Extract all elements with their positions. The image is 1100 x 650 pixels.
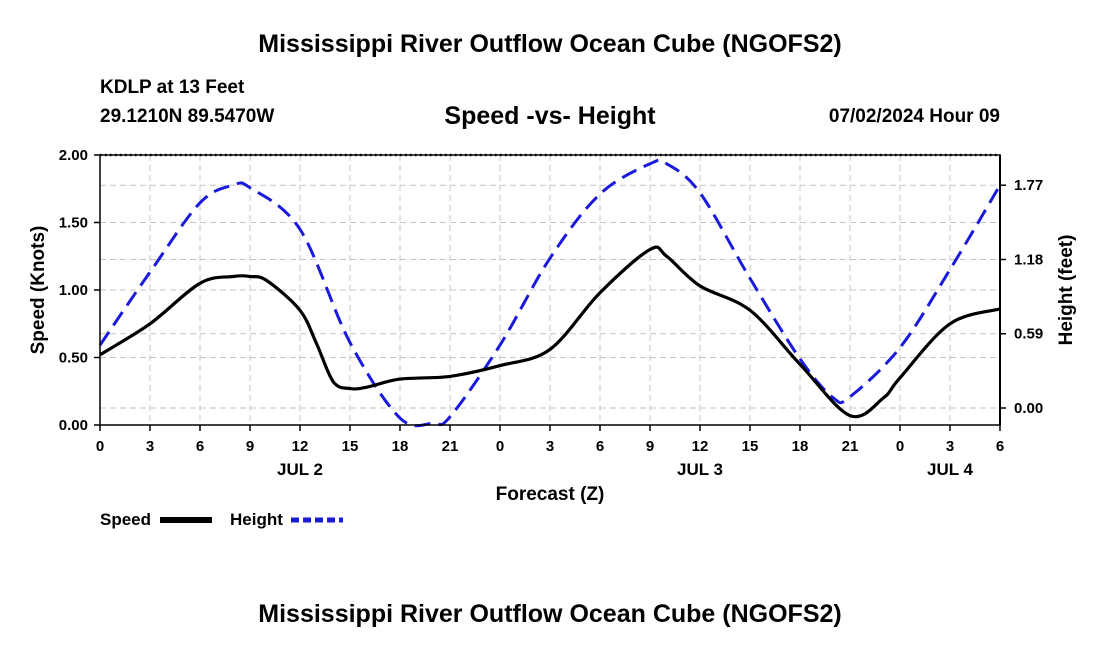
- speed-height-chart: 0 3 6 9 12 15 18 21 0 3 6 9 12 15 18 21 0 3 6 0.00 0.50 1.00 1…: [28, 147, 1077, 529]
- date-label: JUL 4: [927, 460, 974, 479]
- x-axis-label: Forecast (Z): [496, 484, 605, 505]
- x-tick-label: 3: [946, 438, 954, 455]
- y-tick-label: 1.50: [59, 215, 88, 232]
- x-tick-label: 0: [896, 438, 904, 455]
- y2-tick-label: 1.77: [1014, 177, 1043, 194]
- x-tick-label: 21: [842, 438, 859, 455]
- x-tick-label: 6: [996, 438, 1004, 455]
- forecast-datetime: 07/02/2024 Hour 09: [828, 106, 1000, 127]
- x-tick-label: 18: [792, 438, 809, 455]
- grid-lines: [100, 155, 1000, 425]
- x-tick-label: 9: [246, 438, 254, 455]
- y-tick-label: 1.00: [59, 282, 88, 299]
- x-tick-label: 15: [742, 438, 759, 455]
- y-tick-label: 2.00: [59, 147, 88, 164]
- y2-tick-label: 1.18: [1014, 251, 1043, 268]
- y2-axis-label: Height (feet): [1056, 235, 1077, 346]
- station-label: KDLP at 13 Feet: [100, 77, 245, 98]
- y2-tick-label: 0.00: [1014, 400, 1043, 417]
- x-tick-label: 0: [496, 438, 504, 455]
- x-tick-label: 18: [392, 438, 409, 455]
- y-tick-label: 0.00: [59, 417, 88, 434]
- series-layer: [98, 158, 1002, 428]
- footer-title: Mississippi River Outflow Ocean Cube (NG…: [258, 600, 842, 628]
- coordinates-label: 29.1210N 89.5470W: [100, 106, 275, 127]
- x-tick-label: 3: [146, 438, 154, 455]
- y-axis-label: Speed (Knots): [28, 226, 49, 355]
- legend: Speed Height: [100, 510, 343, 529]
- x-tick-label: 6: [596, 438, 604, 455]
- x-tick-label: 9: [646, 438, 654, 455]
- x-tick-label: 6: [196, 438, 204, 455]
- series-line-height: [98, 158, 1002, 428]
- legend-speed-label: Speed: [100, 510, 151, 529]
- x-tick-label: 3: [546, 438, 554, 455]
- x-tick-label: 12: [292, 438, 309, 455]
- legend-height-label: Height: [230, 510, 283, 529]
- chart-subtitle: Speed -vs- Height: [444, 102, 656, 130]
- chart-title: Mississippi River Outflow Ocean Cube (NG…: [258, 30, 842, 58]
- axes: 0 3 6 9 12 15 18 21 0 3 6 9 12 15 18 21 0 3 6 0.00 0.50 1.00 1…: [59, 147, 1043, 479]
- y2-tick-label: 0.59: [1014, 326, 1043, 343]
- series-line-speed: [99, 245, 1001, 419]
- x-tick-label: 15: [342, 438, 359, 455]
- x-tick-label: 12: [692, 438, 709, 455]
- x-tick-label: 21: [442, 438, 459, 455]
- date-label: JUL 3: [677, 460, 723, 479]
- y-tick-label: 0.50: [59, 350, 88, 367]
- date-label: JUL 2: [277, 460, 323, 479]
- x-tick-label: 0: [96, 438, 104, 455]
